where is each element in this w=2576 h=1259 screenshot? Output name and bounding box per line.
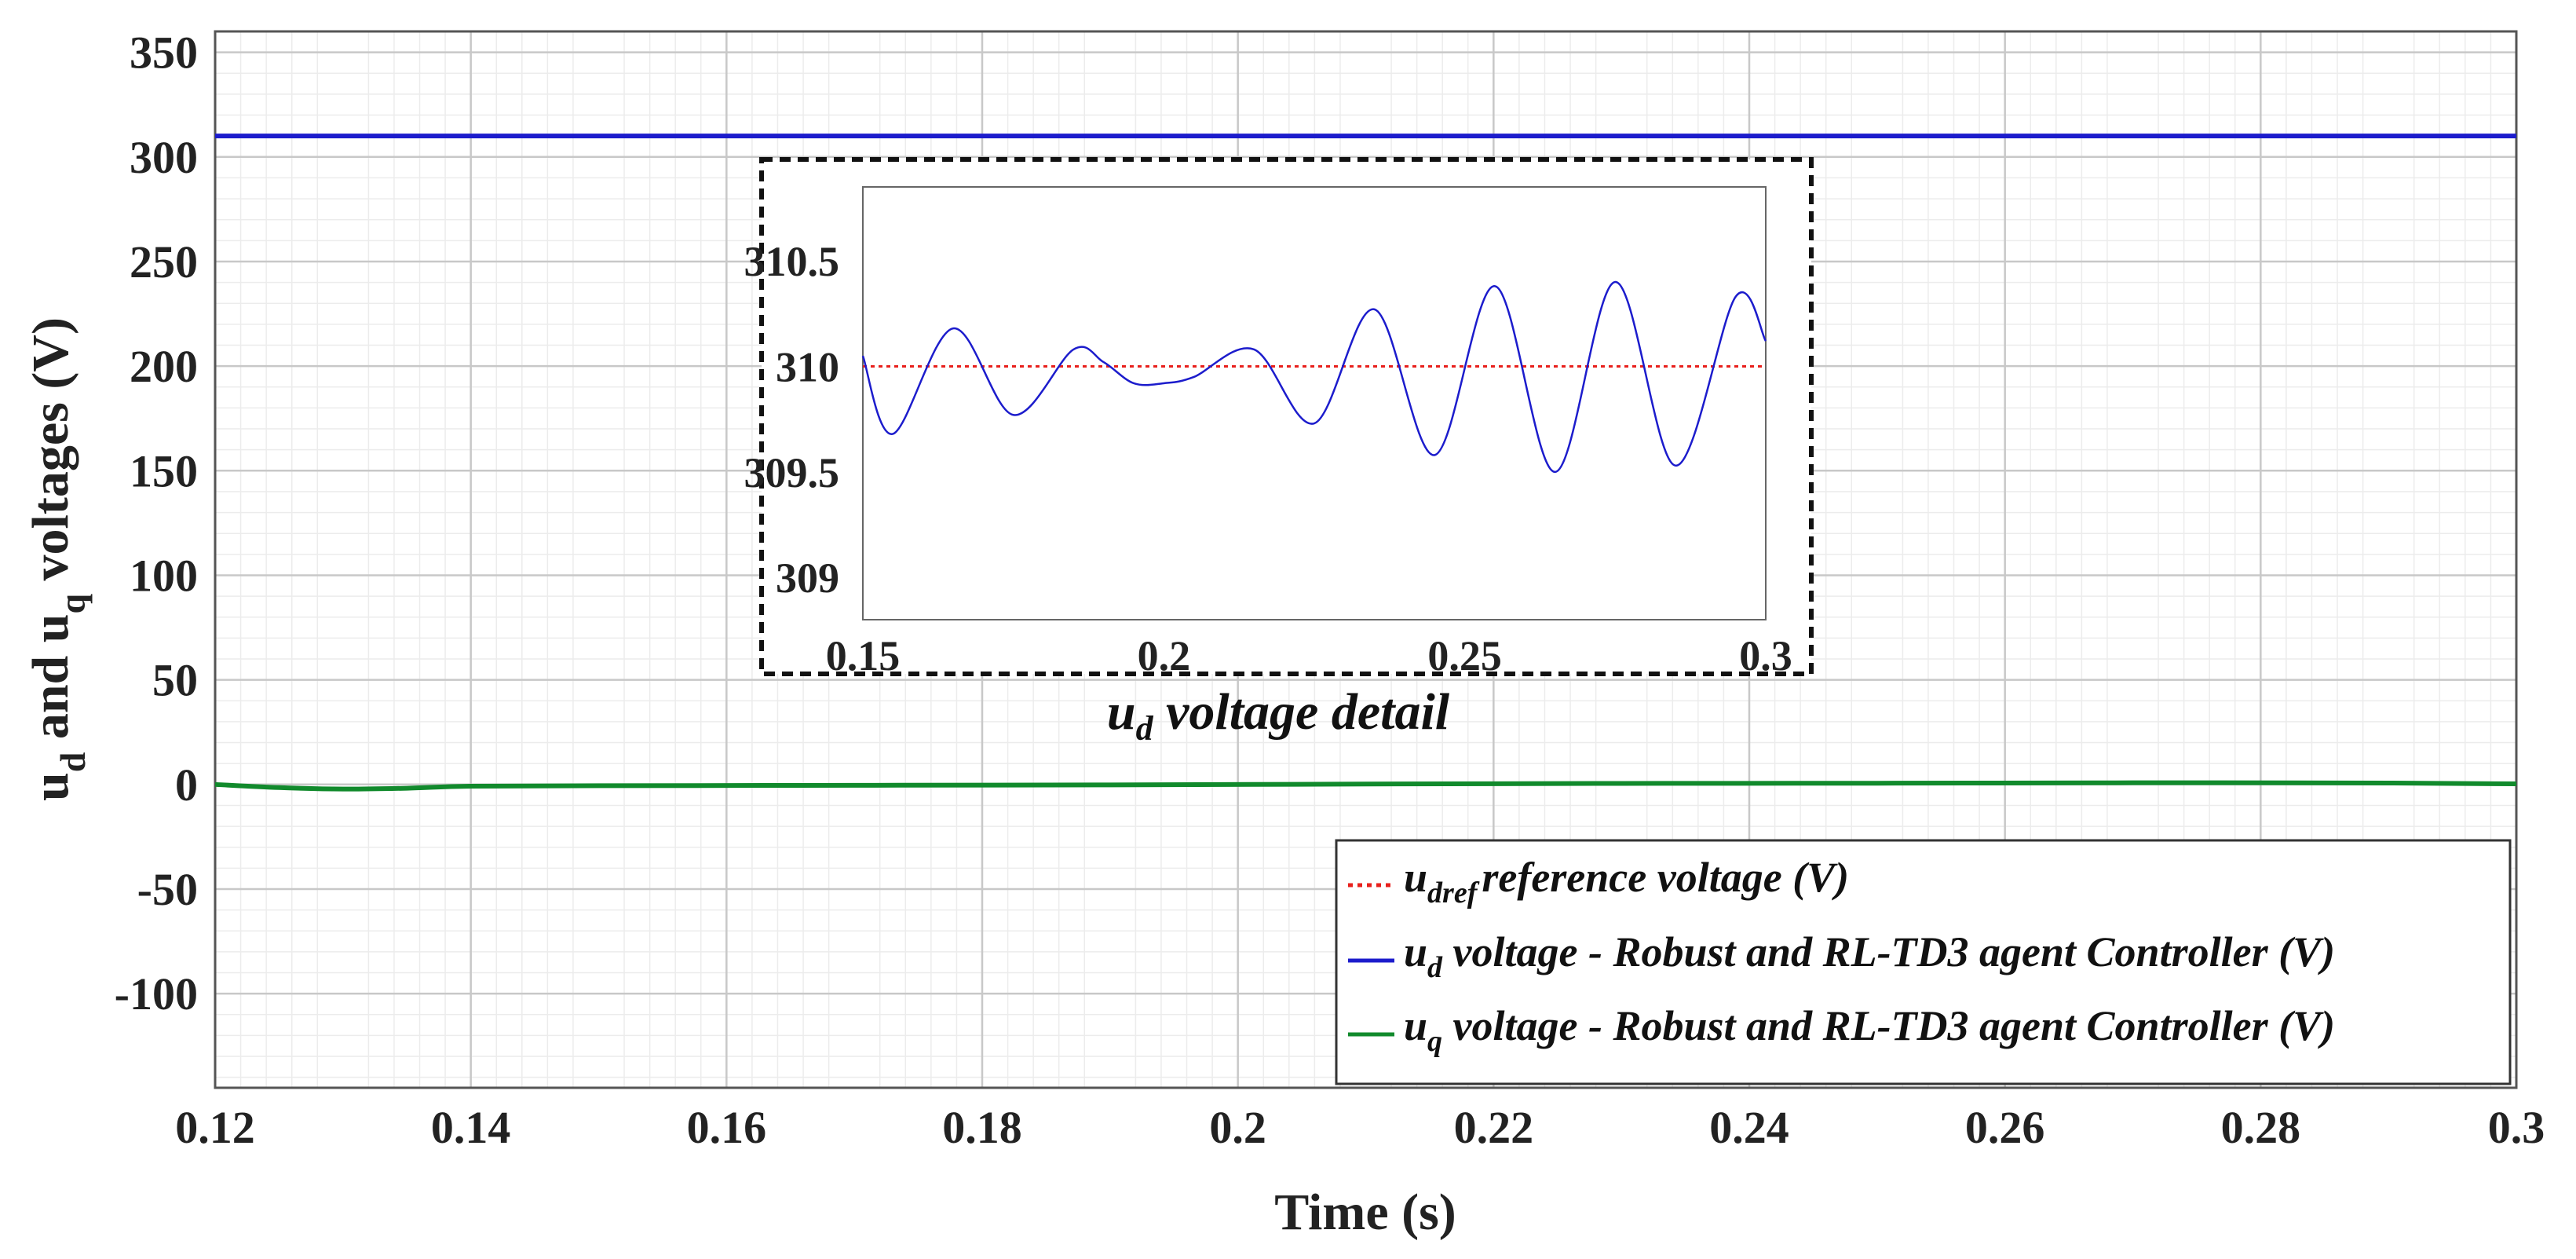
legend-label-udref: udref reference voltage (V) [1404,854,1849,909]
inset-y-tick-labels: 310.5 310 309.5 309 [744,238,840,602]
x-tick-label: 0.26 [1965,1102,2045,1153]
x-tick-label: 0.24 [1709,1102,1789,1153]
inset-series-group [861,280,1767,474]
inset-plot-frame [862,186,1767,620]
y-tick-label: 150 [130,445,198,496]
inset-x-tick-label: 0.25 [1427,632,1502,679]
x-tick-label: 0.12 [175,1102,255,1153]
y-tick-label: 100 [130,550,198,601]
x-tick-label: 0.28 [2221,1102,2301,1153]
main-x-tick-labels: 0.12 0.14 0.16 0.18 0.2 0.22 0.24 0.26 0.28 0.3 [175,1102,2545,1153]
x-tick-label: 0.14 [431,1102,511,1153]
main-plot-frame [214,30,2518,1089]
legend-box [1335,839,2512,1085]
inset-x-tick-label: 0.15 [826,632,901,679]
y-tick-label: 0 [175,759,198,811]
inset-x-tick-label: 0.3 [1739,632,1792,679]
inset-y-tick-label: 309 [776,554,839,602]
legend-label-ud: ud voltage - Robust and RL-TD3 agent Con… [1404,928,2335,984]
legend: udref reference voltage (V) ud voltage - … [1335,839,2512,1085]
x-axis-title: Time (s) [1274,1184,1456,1241]
y-tick-label: -50 [137,864,198,915]
y-axis-title: ud and uq voltages (V) [22,317,93,801]
y-tick-label: 250 [130,236,198,287]
y-tick-label: 50 [152,655,198,706]
x-tick-label: 0.18 [942,1102,1022,1153]
inset-y-tick-label: 310 [776,343,839,390]
x-tick-label: 0.2 [1209,1102,1266,1153]
y-tick-label: 300 [130,132,198,183]
main-y-tick-labels: 350 300 250 200 150 100 50 0 -50 -100 [115,27,198,1020]
x-tick-label: 0.3 [2488,1102,2545,1153]
y-tick-label: 350 [130,27,198,79]
legend-label-uq: uq voltage - Robust and RL-TD3 agent Con… [1404,1002,2335,1058]
inset-y-tick-label: 310.5 [744,238,840,285]
x-tick-label: 0.16 [687,1102,767,1153]
x-tick-label: 0.22 [1454,1102,1534,1153]
inset-caption: ud voltage detail [1107,683,1450,748]
inset-x-tick-labels: 0.15 0.2 0.25 0.3 [826,632,1792,679]
main-series-group [214,134,2517,792]
y-tick-label: 200 [130,341,198,392]
y-tick-label: -100 [115,968,198,1019]
main-series-2 [214,780,2517,792]
inset-series-1 [861,280,1767,474]
inset-y-tick-label: 309.5 [744,449,840,496]
inset-x-tick-label: 0.2 [1138,632,1191,679]
